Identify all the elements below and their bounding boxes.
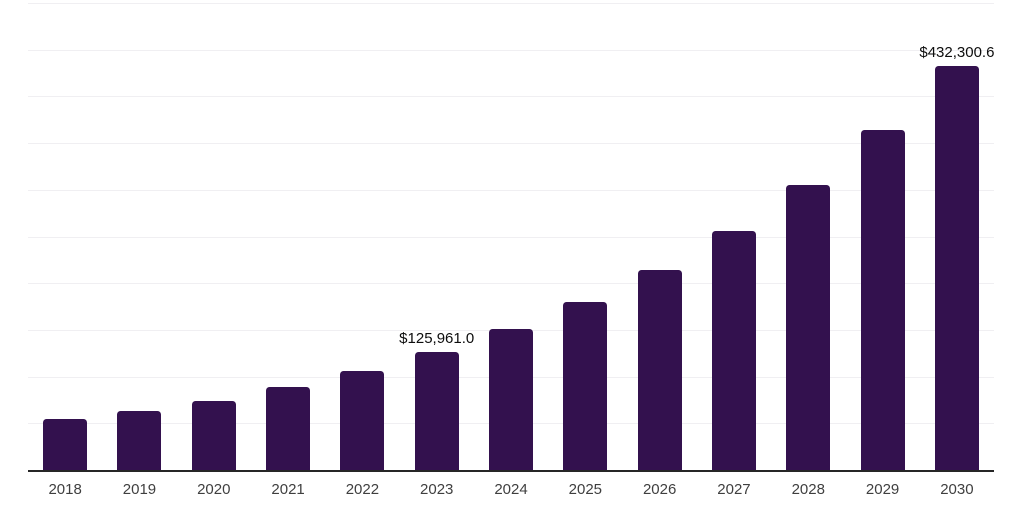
x-tick-2018: 2018	[48, 481, 82, 498]
bar-slot-2026	[623, 3, 697, 470]
bar-slot-2024	[474, 3, 548, 470]
bar-2027	[711, 231, 756, 470]
bar-2030	[934, 66, 979, 470]
x-tick-2026: 2026	[642, 481, 677, 498]
x-tick-2024: 2024	[494, 481, 528, 498]
bar-2029	[860, 130, 905, 470]
bar-2025	[563, 302, 608, 470]
bar-2026	[637, 270, 682, 470]
gridline	[28, 49, 994, 51]
bar-slot-2021	[251, 3, 325, 470]
bar-2021	[266, 386, 311, 470]
gridline	[28, 96, 994, 98]
bar-2028	[786, 185, 831, 470]
plot-area: $125,961.0 $432,300.6	[28, 3, 994, 472]
x-tick-2028: 2028	[791, 481, 825, 498]
bar-slot-2019	[102, 3, 176, 470]
value-label-2030: $432,300.6	[919, 44, 995, 62]
bar-2019	[117, 410, 162, 470]
x-tick-2027: 2027	[717, 481, 751, 498]
gridline	[28, 189, 994, 191]
x-tick-2021: 2021	[271, 481, 305, 498]
bar-slot-2023: $125,961.0	[399, 3, 475, 470]
bar-slot-2020	[177, 3, 251, 470]
gridline	[28, 143, 994, 145]
x-tick-2029: 2029	[865, 481, 900, 498]
bar-2023	[414, 352, 459, 470]
x-tick-2030: 2030	[940, 481, 974, 498]
x-tick-2025: 2025	[568, 481, 603, 498]
gridline	[28, 3, 994, 4]
bar-2024	[489, 329, 534, 470]
x-tick-2020: 2020	[197, 481, 231, 498]
bar-slot-2027	[697, 3, 771, 470]
gridline	[28, 236, 994, 238]
bar-2022	[340, 371, 385, 470]
x-tick-2022: 2022	[345, 481, 380, 498]
bar-2018	[43, 419, 88, 470]
bar-2020	[191, 400, 236, 470]
bar-slot-2022	[325, 3, 399, 470]
gridline	[28, 283, 994, 285]
value-label-2023: $125,961.0	[399, 330, 475, 348]
bar-slot-2028	[771, 3, 845, 470]
x-tick-2023: 2023	[420, 481, 454, 498]
bar-slot-2025	[548, 3, 622, 470]
x-tick-2019: 2019	[122, 481, 157, 498]
bar-slot-2029	[845, 3, 919, 470]
x-axis-labels: 2018 2019 2020 2021 2022 2023 2024 2025 2026 2027…	[28, 472, 994, 499]
bar-slot-2018	[28, 3, 102, 470]
bar-slot-2030: $432,300.6	[919, 3, 995, 470]
